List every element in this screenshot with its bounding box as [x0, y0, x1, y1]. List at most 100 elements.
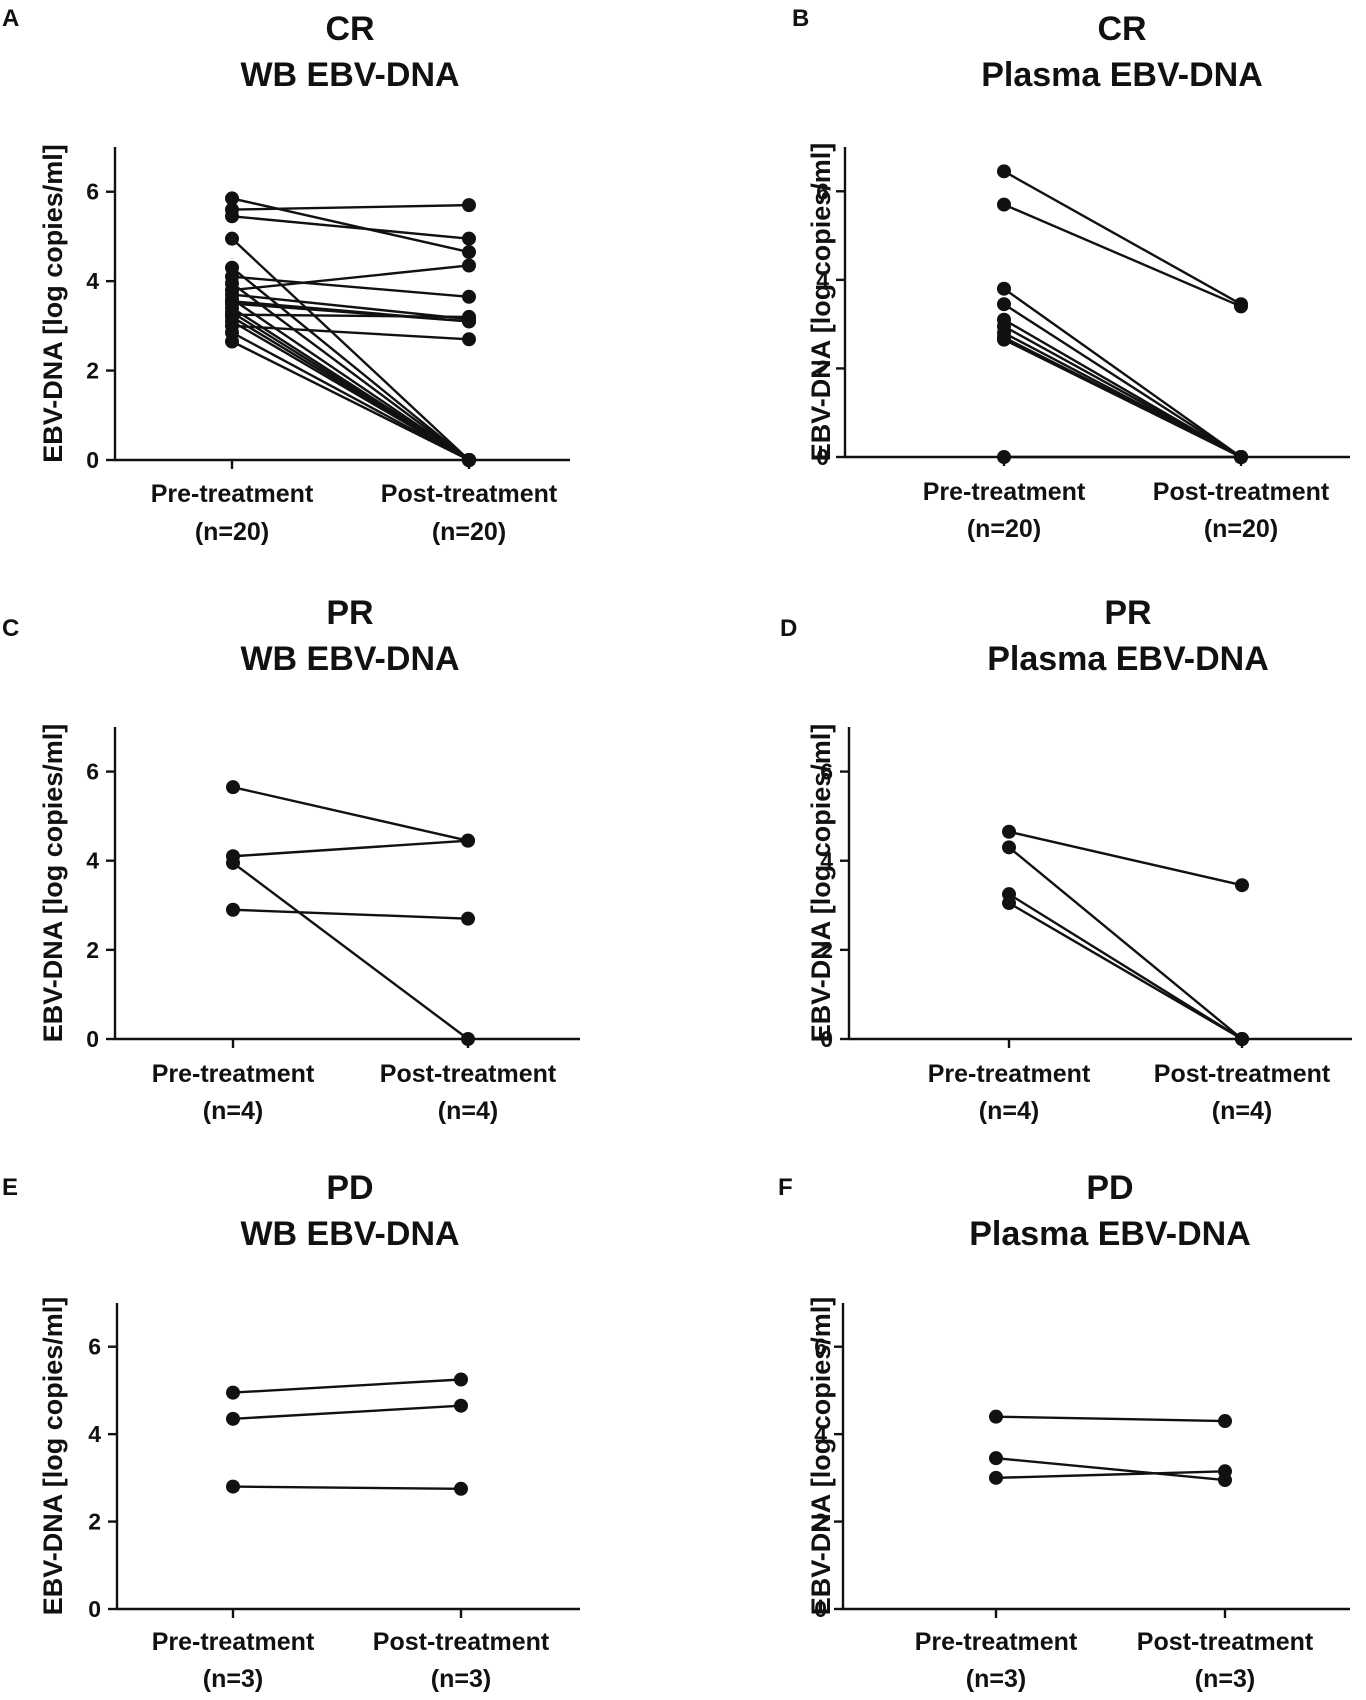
pre-treatment-point [226, 855, 240, 870]
post-treatment-point [1235, 1032, 1249, 1046]
y-axis-label: EBV-DNA [log copies/ml] [806, 1297, 836, 1616]
y-tick-label: 6 [816, 178, 829, 204]
post-treatment-point [462, 314, 476, 329]
pre-treatment-point [226, 1411, 240, 1426]
x-category-n: (n=3) [1195, 1665, 1255, 1693]
x-category-label: Post-treatment [381, 480, 558, 508]
patient-line [231, 275, 470, 298]
patient-line [995, 1415, 1226, 1423]
y-tick-label: 0 [814, 1596, 827, 1622]
patient-line [232, 1404, 462, 1421]
x-category-n: (n=20) [432, 518, 506, 546]
y-tick-label: 4 [816, 267, 829, 293]
y-tick-label: 2 [814, 1509, 827, 1535]
chart-title-line: CR [1097, 10, 1146, 48]
post-treatment-point [462, 245, 476, 260]
y-tick-label: 0 [86, 1026, 99, 1052]
panel-e: E PD WB EBV-DNA EBV-DNA [log copies/ml] 0 2 4 6… [2, 1169, 580, 1693]
post-treatment-point [1234, 450, 1248, 464]
post-treatment-point [462, 258, 476, 273]
chart-title-line: WB EBV-DNA [240, 640, 459, 678]
y-tick-label: 6 [820, 759, 833, 785]
patient-line [231, 215, 470, 240]
patient-line [232, 1378, 462, 1394]
pre-treatment-point [997, 297, 1011, 312]
pre-treatment-point [225, 294, 239, 309]
patient-line [232, 908, 469, 920]
patient-line [231, 300, 470, 323]
x-category-n: (n=4) [203, 1097, 263, 1125]
series-points [1002, 824, 1249, 1046]
patient-line [231, 266, 470, 461]
series-lines [232, 1378, 462, 1490]
panel-f: F PD Plasma EBV-DNA EBV-DNA [log copies/ml]… [778, 1169, 1350, 1693]
post-treatment-point [462, 332, 476, 347]
panel-letter: C [2, 615, 19, 642]
panel-d: D PR Plasma EBV-DNA EBV-DNA [log copies/ml]… [780, 594, 1352, 1125]
post-treatment-point [461, 833, 475, 848]
x-category-label: Post-treatment [1154, 1060, 1331, 1088]
patient-line [1008, 902, 1243, 1041]
post-treatment-point [1234, 299, 1248, 314]
series-points [225, 191, 476, 467]
y-tick-label: 2 [820, 937, 833, 963]
patient-line [995, 1456, 1226, 1482]
pre-treatment-point [1002, 824, 1016, 839]
pre-treatment-point [225, 334, 239, 349]
x-category-label: Post-treatment [380, 1060, 557, 1088]
pre-treatment-point [989, 1470, 1003, 1485]
patient-line [1003, 303, 1242, 459]
pre-treatment-point [997, 197, 1011, 212]
series-points [226, 780, 475, 1046]
post-treatment-point [461, 911, 475, 926]
pre-treatment-point [997, 332, 1011, 347]
panel-letter: A [2, 5, 19, 32]
patient-line [1003, 203, 1242, 308]
patient-line [231, 313, 470, 319]
pre-treatment-point [226, 1385, 240, 1400]
post-treatment-point [1218, 1414, 1232, 1429]
panel-letter: F [778, 1174, 793, 1201]
y-tick-label: 6 [86, 759, 99, 785]
patient-line [1008, 893, 1243, 1041]
patient-line [1003, 338, 1242, 459]
y-tick-label: 6 [86, 179, 99, 205]
patient-line [1003, 170, 1242, 306]
patient-line [231, 197, 470, 254]
y-tick-label: 2 [86, 358, 99, 384]
pre-treatment-point [989, 1451, 1003, 1466]
x-category-label: Pre-treatment [151, 480, 314, 508]
pre-treatment-point [997, 450, 1011, 464]
x-category-n: (n=4) [979, 1097, 1039, 1125]
chart-title-line: Plasma EBV-DNA [969, 1215, 1251, 1253]
patient-line [231, 298, 470, 461]
post-treatment-point [461, 1032, 475, 1046]
patient-line [231, 324, 470, 341]
x-category-n: (n=4) [1212, 1097, 1272, 1125]
pre-treatment-point [225, 231, 239, 246]
patient-line [231, 293, 470, 321]
x-category-label: Pre-treatment [923, 478, 1086, 506]
pre-treatment-point [1002, 840, 1016, 855]
x-category-label: Pre-treatment [152, 1060, 315, 1088]
patient-line [231, 340, 470, 462]
post-treatment-point [462, 453, 476, 467]
chart-title-line: Plasma EBV-DNA [981, 56, 1263, 94]
patient-line [231, 264, 470, 292]
y-tick-label: 4 [814, 1421, 827, 1447]
y-tick-label: 4 [820, 848, 833, 874]
series-points [989, 1409, 1232, 1488]
y-axis-label: EBV-DNA [log copies/ml] [806, 724, 836, 1043]
panel-letter: E [2, 1174, 18, 1201]
pre-treatment-point [225, 191, 239, 206]
pre-treatment-point [225, 209, 239, 224]
patient-line [231, 320, 470, 462]
y-tick-label: 2 [816, 355, 829, 381]
y-tick-label: 0 [88, 1596, 101, 1622]
pre-treatment-point [226, 1479, 240, 1494]
patient-line [231, 237, 470, 461]
patient-line [1008, 846, 1243, 1040]
x-category-n: (n=20) [967, 515, 1041, 543]
series-lines [232, 786, 469, 1040]
